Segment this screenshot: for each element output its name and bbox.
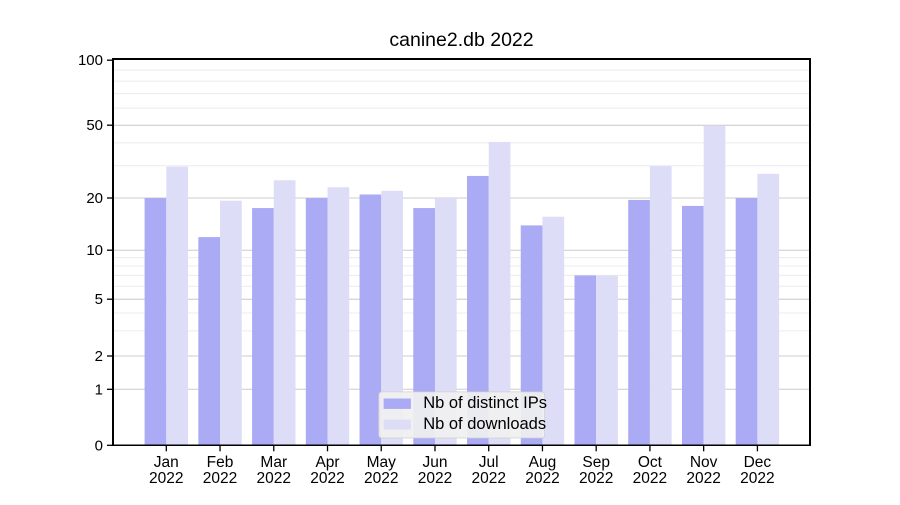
svg-text:2: 2 bbox=[95, 348, 103, 365]
svg-text:2022: 2022 bbox=[686, 470, 720, 487]
svg-text:Jan: Jan bbox=[154, 454, 179, 471]
svg-text:Mar: Mar bbox=[260, 454, 287, 471]
svg-text:0: 0 bbox=[95, 437, 103, 454]
svg-text:5: 5 bbox=[95, 291, 103, 308]
svg-text:2022: 2022 bbox=[149, 470, 183, 487]
svg-text:Dec: Dec bbox=[744, 454, 772, 471]
svg-text:10: 10 bbox=[86, 242, 103, 259]
svg-text:2022: 2022 bbox=[364, 470, 398, 487]
svg-text:2022: 2022 bbox=[740, 470, 774, 487]
svg-text:Oct: Oct bbox=[638, 454, 663, 471]
svg-text:2022: 2022 bbox=[203, 470, 237, 487]
svg-text:Jun: Jun bbox=[422, 454, 447, 471]
svg-text:Jul: Jul bbox=[479, 454, 499, 471]
svg-text:Apr: Apr bbox=[315, 454, 339, 471]
svg-text:May: May bbox=[367, 454, 397, 471]
svg-text:Nov: Nov bbox=[690, 454, 718, 471]
svg-text:Aug: Aug bbox=[529, 454, 557, 471]
svg-text:2022: 2022 bbox=[310, 470, 344, 487]
svg-text:Feb: Feb bbox=[207, 454, 234, 471]
svg-text:100: 100 bbox=[78, 52, 103, 69]
svg-text:2022: 2022 bbox=[471, 470, 505, 487]
svg-text:Sep: Sep bbox=[582, 454, 610, 471]
svg-text:Nb of distinct IPs: Nb of distinct IPs bbox=[423, 394, 547, 412]
svg-text:50: 50 bbox=[86, 117, 103, 134]
svg-text:canine2.db 2022: canine2.db 2022 bbox=[389, 29, 533, 51]
svg-text:Nb of downloads: Nb of downloads bbox=[423, 415, 546, 433]
svg-text:2022: 2022 bbox=[633, 470, 667, 487]
svg-text:1: 1 bbox=[95, 381, 103, 398]
svg-text:20: 20 bbox=[86, 190, 103, 207]
svg-text:2022: 2022 bbox=[418, 470, 452, 487]
svg-text:2022: 2022 bbox=[257, 470, 291, 487]
svg-text:2022: 2022 bbox=[525, 470, 559, 487]
svg-text:2022: 2022 bbox=[579, 470, 613, 487]
